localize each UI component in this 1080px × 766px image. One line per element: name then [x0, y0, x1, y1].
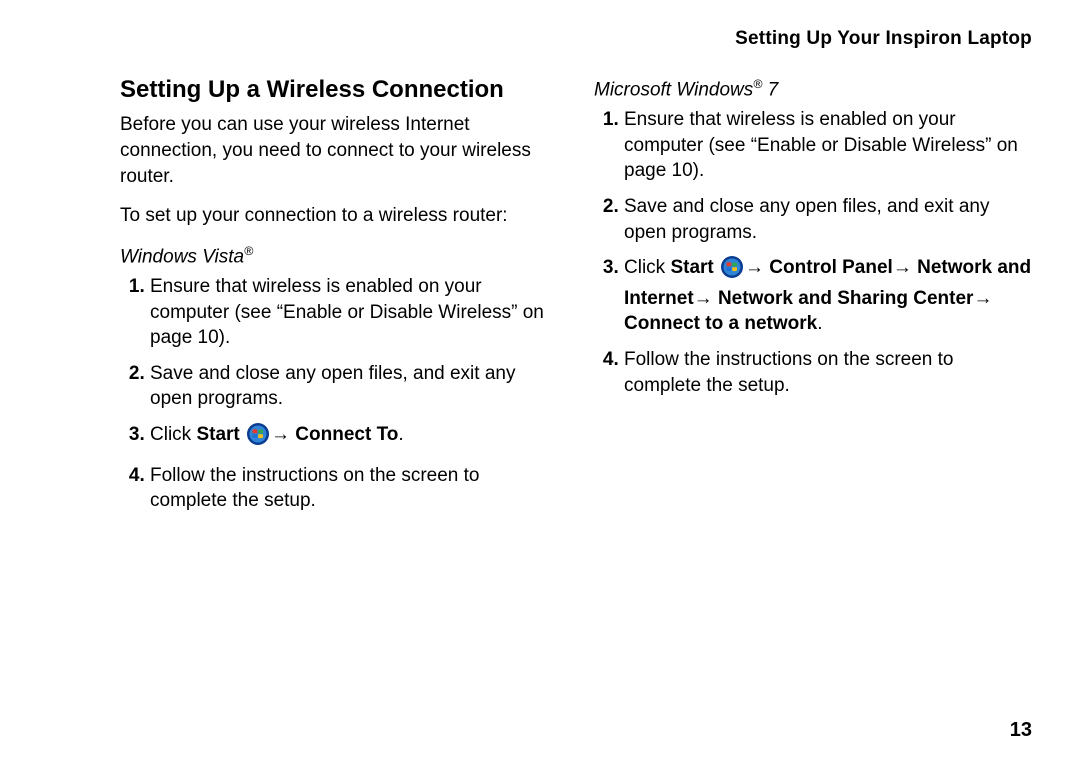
- vista-step-3: Click Start → Connect To.: [150, 422, 558, 453]
- step3-start-text: Start: [196, 424, 245, 445]
- section-title: Setting Up a Wireless Connection: [120, 74, 558, 106]
- lead-paragraph: To set up your connection to a wireless …: [120, 203, 558, 229]
- right-column: Microsoft Windows® 7 Ensure that wireles…: [594, 74, 1032, 524]
- vista-step-4: Follow the instructions on the screen to…: [150, 463, 558, 514]
- vista-step-2: Save and close any open files, and exit …: [150, 361, 558, 412]
- left-column: Setting Up a Wireless Connection Before …: [120, 74, 558, 524]
- steps-vista: Ensure that wireless is enabled on your …: [120, 274, 558, 514]
- manual-page: Setting Up Your Inspiron Laptop Setting …: [0, 0, 1080, 766]
- win7-step-1: Ensure that wireless is enabled on your …: [624, 107, 1032, 184]
- intro-paragraph: Before you can use your wireless Interne…: [120, 112, 558, 189]
- win7-step-3: Click Start → Control Panel→ Networ: [624, 255, 1032, 337]
- step3-tail-text: → Connect To: [271, 424, 398, 445]
- running-head: Setting Up Your Inspiron Laptop: [120, 28, 1032, 50]
- subhead-vista-text: Windows Vista: [120, 246, 244, 267]
- step3-click-text: Click: [150, 424, 196, 445]
- windows-start-icon: [247, 423, 269, 453]
- steps-win7: Ensure that wireless is enabled on your …: [594, 107, 1032, 398]
- win7-step-2: Save and close any open files, and exit …: [624, 194, 1032, 245]
- two-column-layout: Setting Up a Wireless Connection Before …: [120, 74, 1032, 524]
- vista-step-1: Ensure that wireless is enabled on your …: [150, 274, 558, 351]
- windows-start-icon: [721, 256, 743, 286]
- subhead-win7-text: Microsoft Windows: [594, 79, 753, 100]
- page-number: 13: [1010, 719, 1032, 742]
- subhead-win7: Microsoft Windows® 7: [594, 76, 1032, 103]
- registered-mark: ®: [753, 77, 762, 91]
- step3-period: .: [398, 424, 403, 445]
- step3-period: .: [817, 313, 822, 334]
- win7-step-4: Follow the instructions on the screen to…: [624, 347, 1032, 398]
- subhead-vista: Windows Vista®: [120, 243, 558, 270]
- step3-start-text: Start: [670, 257, 719, 278]
- registered-mark: ®: [244, 244, 253, 258]
- step3-click-text: Click: [624, 257, 670, 278]
- subhead-win7-suffix: 7: [762, 79, 778, 100]
